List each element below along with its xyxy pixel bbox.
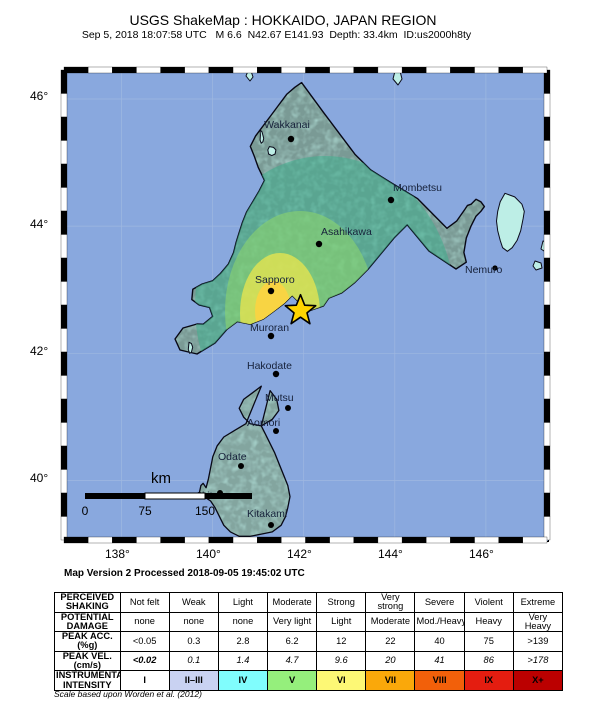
svg-text:150: 150 [195, 504, 215, 518]
svg-text:Wakkanai: Wakkanai [264, 119, 310, 131]
svg-text:Mombetsu: Mombetsu [393, 182, 442, 194]
svg-text:Mutsu: Mutsu [265, 392, 294, 404]
svg-text:Sapporo: Sapporo [255, 274, 295, 286]
svg-text:Nemuro: Nemuro [465, 264, 503, 276]
svg-text:Hakodate: Hakodate [247, 360, 292, 372]
svg-text:75: 75 [138, 504, 152, 518]
svg-text:Aomori: Aomori [247, 417, 280, 429]
svg-text:0: 0 [82, 504, 89, 518]
svg-text:Odate: Odate [218, 451, 247, 463]
svg-text:km: km [151, 470, 171, 487]
svg-text:Asahikawa: Asahikawa [321, 226, 372, 238]
svg-text:Kitakami: Kitakami [247, 508, 287, 520]
svg-text:Muroran: Muroran [250, 322, 289, 334]
